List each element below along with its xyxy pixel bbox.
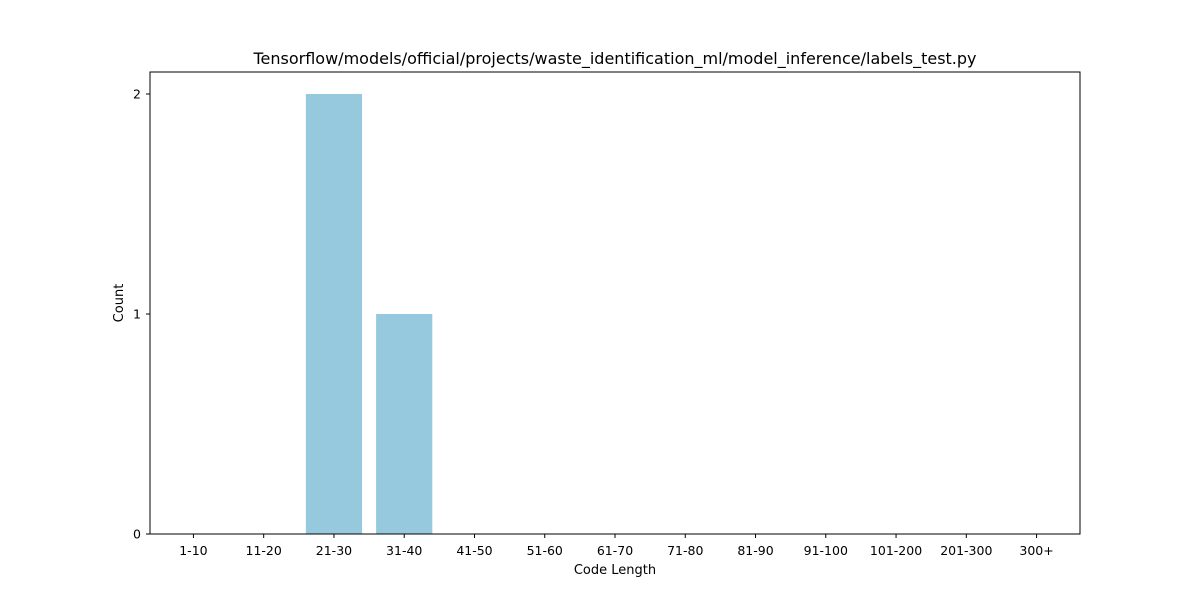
x-tick-label: 71-80 [667, 543, 703, 558]
x-tick-label: 21-30 [316, 543, 352, 558]
x-tick-label: 31-40 [386, 543, 422, 558]
bar-31-40 [376, 314, 433, 534]
chart-title: Tensorflow/models/official/projects/wast… [252, 49, 976, 69]
y-tick-label: 1 [133, 307, 141, 322]
y-axis: 0 1 2 [133, 87, 150, 542]
x-tick-label: 1-10 [179, 543, 207, 558]
x-axis-label: Code Length [574, 563, 656, 578]
y-tick-label: 0 [133, 527, 141, 542]
x-tick-label: 300+ [1019, 543, 1053, 558]
bars-layer [305, 94, 433, 534]
x-tick-label: 81-90 [737, 543, 773, 558]
x-tick-label: 101-200 [870, 543, 922, 558]
y-axis-label: Count [112, 284, 127, 323]
x-tick-label: 61-70 [597, 543, 633, 558]
x-tick-label: 91-100 [804, 543, 848, 558]
y-tick-label: 2 [133, 87, 141, 102]
plot-frame [149, 71, 1081, 535]
bar-21-30 [305, 94, 363, 534]
x-tick-label: 201-300 [940, 543, 992, 558]
x-tick-label: 41-50 [456, 543, 492, 558]
x-tick-label: 51-60 [527, 543, 563, 558]
x-tick-label: 11-20 [246, 543, 282, 558]
x-axis: 1-10 11-20 21-30 31-40 41-50 51-60 61-70 71-80 8… [179, 534, 1054, 558]
